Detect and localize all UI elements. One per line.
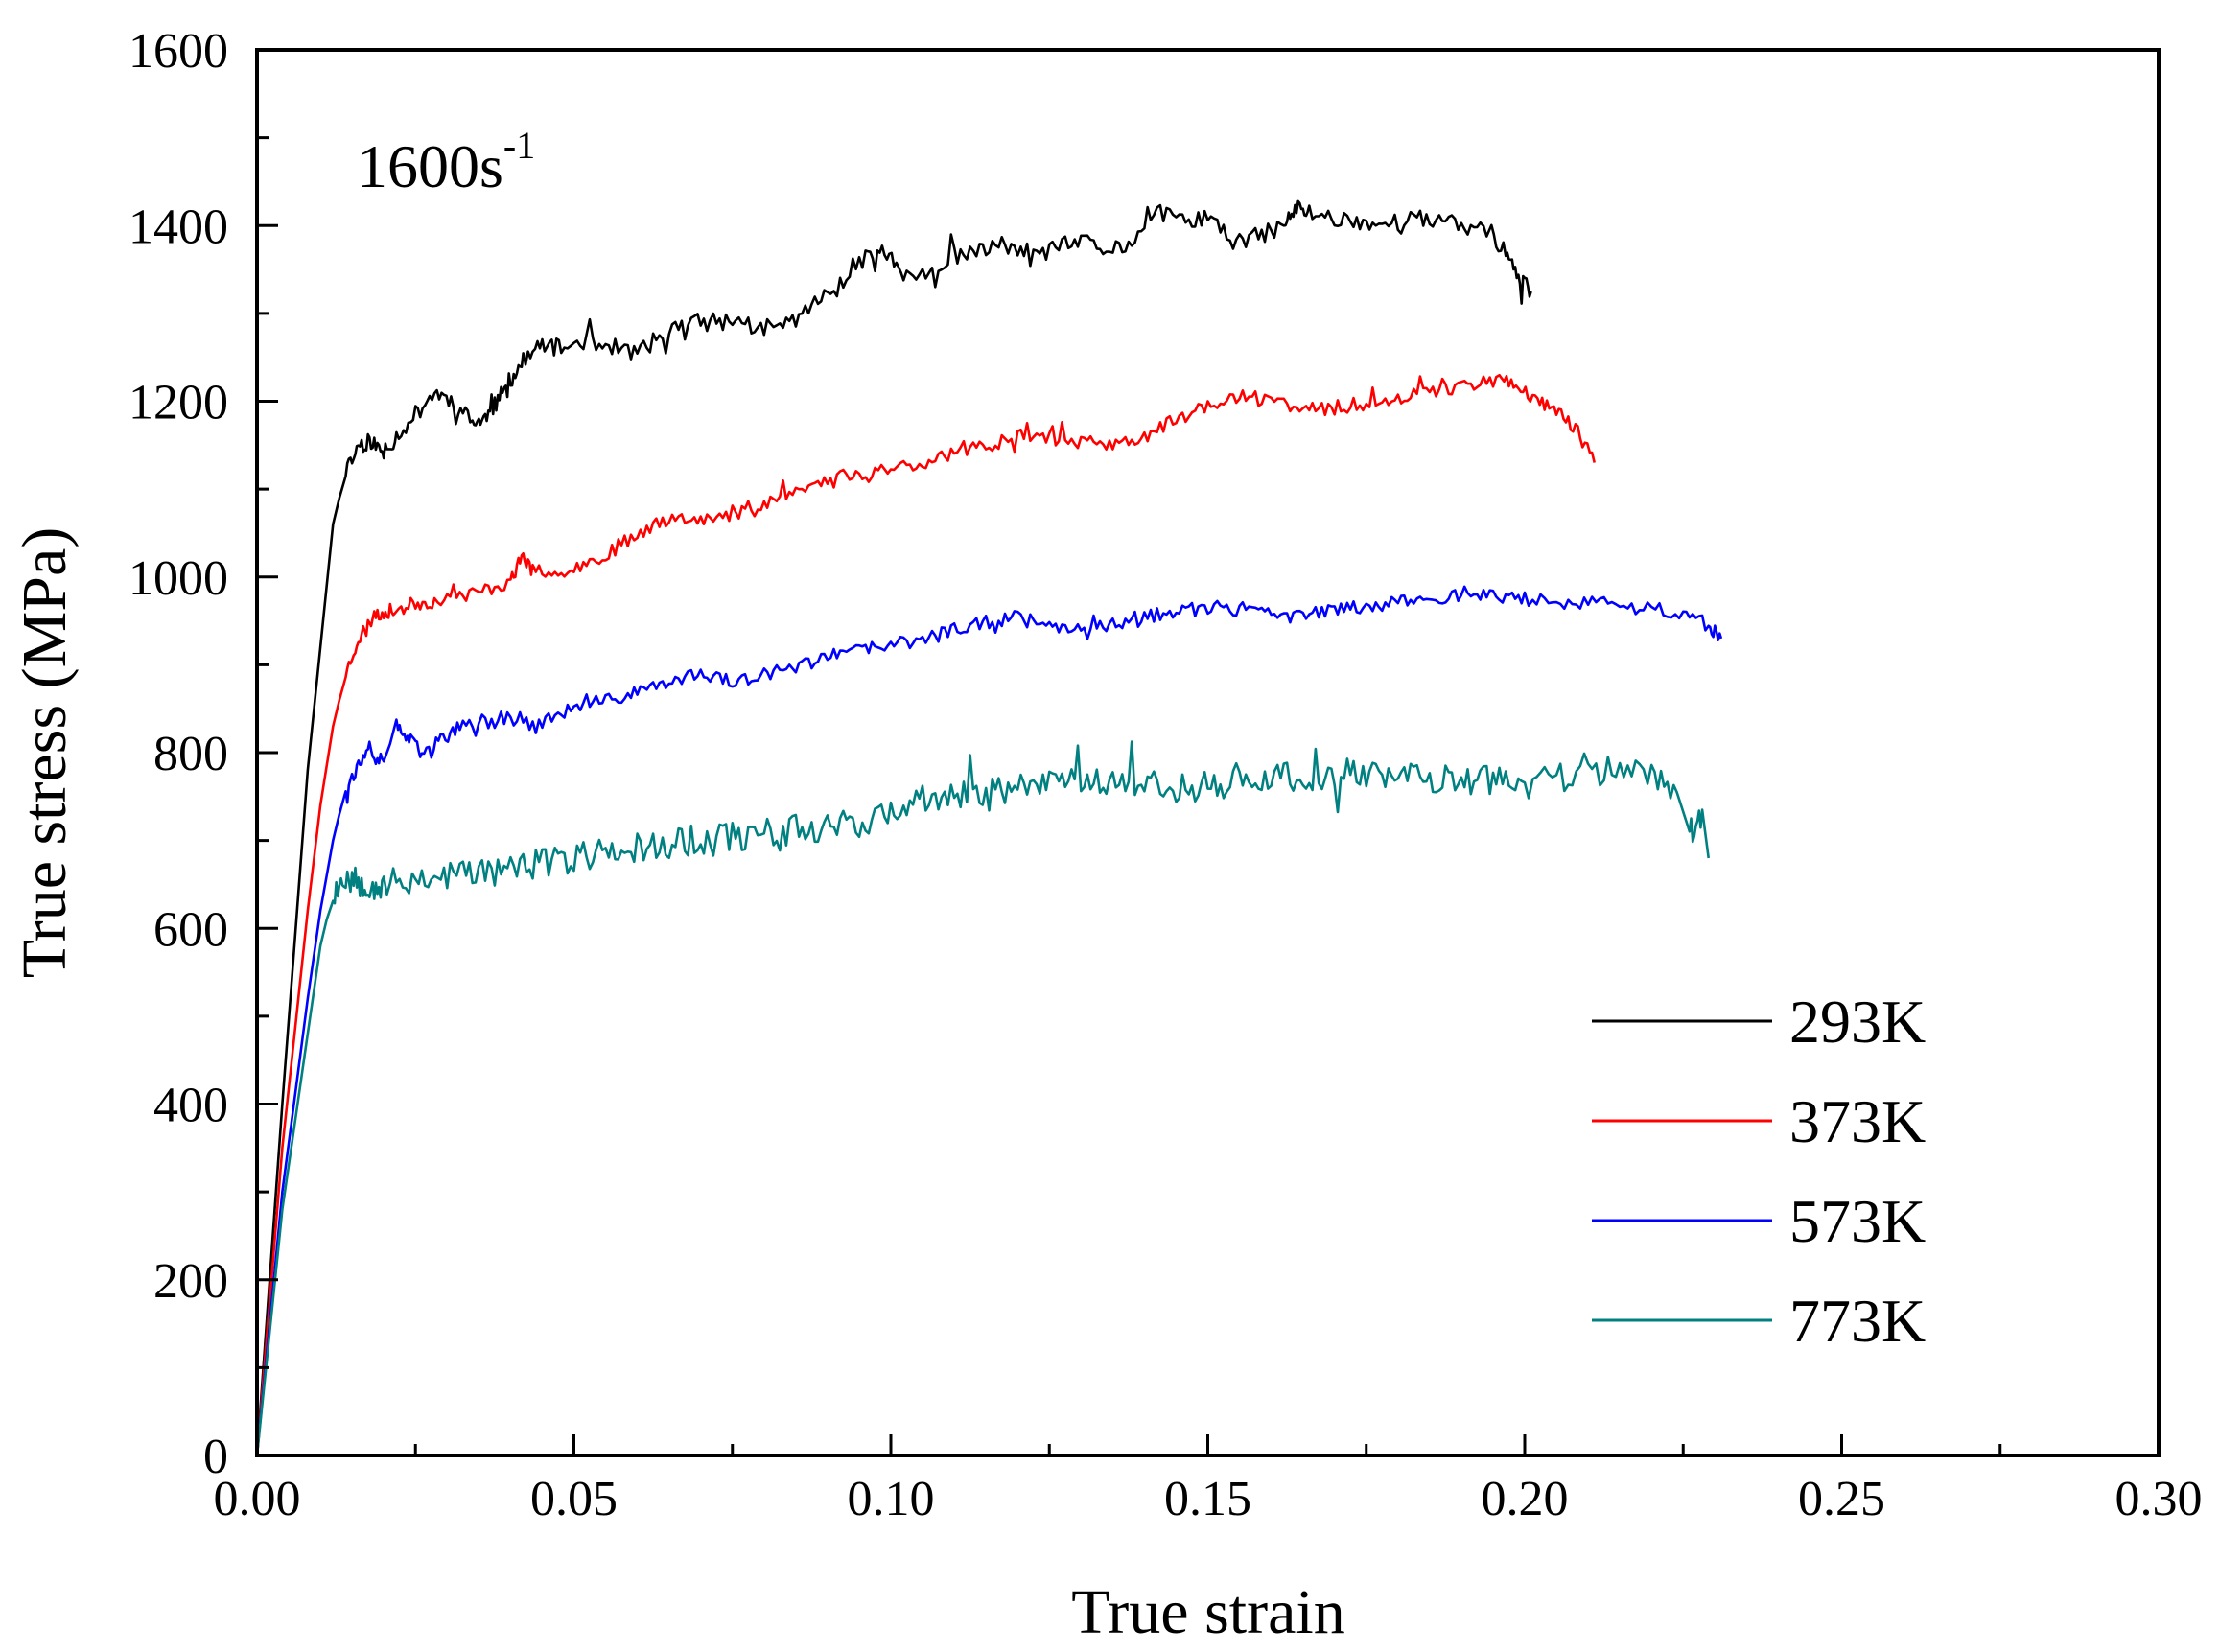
legend-label-773K: 773K [1789,1287,1926,1355]
y-tick-label: 1200 [128,376,228,430]
series-line-293K [255,199,1532,1456]
y-tick-label: 600 [153,902,228,957]
annotation-strain-rate: 1600s-1 [357,124,535,200]
x-tick-label: 0.05 [530,1472,618,1526]
y-tick-label: 0 [203,1430,228,1484]
legend-label-573K: 573K [1789,1187,1926,1255]
x-axis-title: True strain [1071,1577,1344,1647]
y-tick-label: 800 [153,727,228,781]
y-tick-label: 1400 [128,199,228,254]
series-line-773K [255,740,1710,1456]
x-tick-label: 0.30 [2115,1472,2203,1526]
ticks-layer [255,48,2161,1457]
y-tick-label: 200 [153,1254,228,1309]
legend-label-373K: 373K [1789,1087,1926,1155]
x-tick-label: 0.15 [1164,1472,1251,1526]
y-axis-title: True stress (MPa) [10,527,80,979]
y-tick-label: 1000 [128,551,228,606]
legend: 293K 373K 573K 773K [1592,988,1926,1355]
x-tick-label: 0.10 [848,1472,935,1526]
x-tick-label: 0.20 [1482,1472,1569,1526]
x-tick-label: 0.00 [214,1472,301,1526]
series-layer [255,199,1723,1456]
labels-layer: 0.00 0.05 0.10 0.15 0.20 0.25 0.30 0 200 400 600 80… [128,24,2203,1526]
y-tick-label: 1600 [128,24,228,79]
y-tick-label: 400 [153,1079,228,1133]
series-line-373K [255,373,1596,1456]
series-line-573K [255,585,1723,1456]
x-tick-label: 0.25 [1798,1472,1885,1526]
legend-label-293K: 293K [1789,988,1926,1056]
